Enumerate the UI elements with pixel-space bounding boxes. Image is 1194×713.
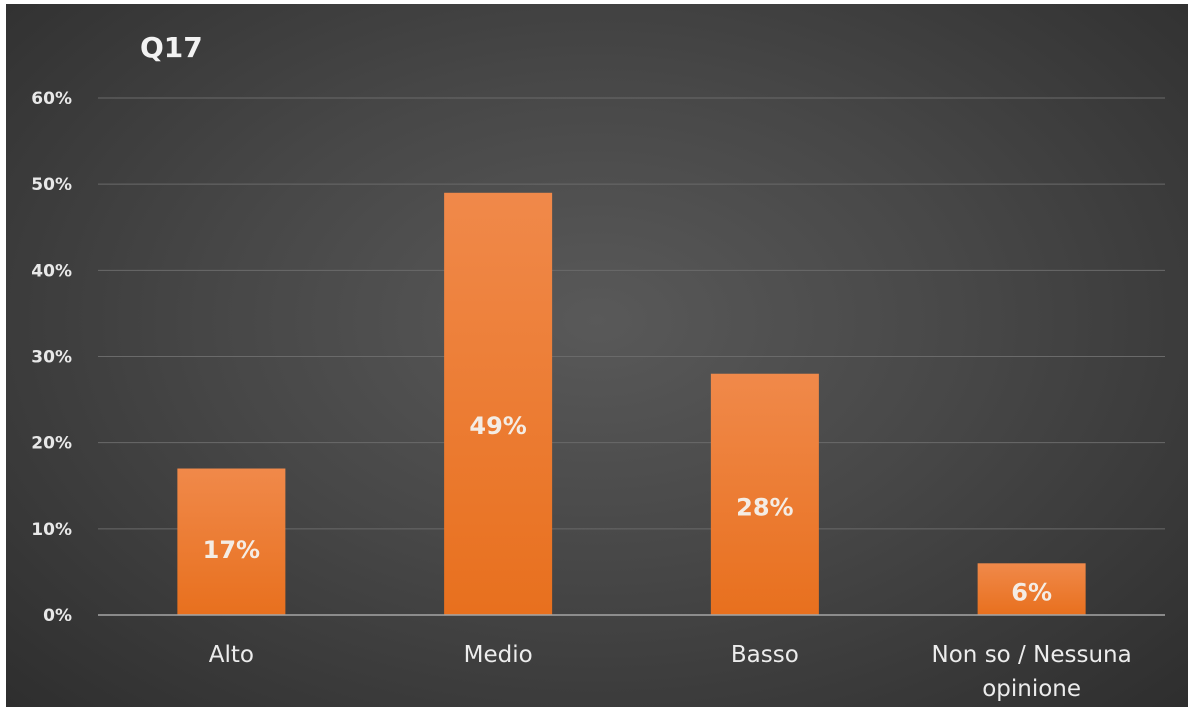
y-tick-label: 20% [31, 434, 72, 454]
y-tick-label: 0% [43, 606, 72, 626]
data-label: 17% [203, 536, 260, 564]
y-tick-label: 30% [31, 348, 72, 368]
bar [177, 468, 286, 615]
x-axis-labels: Alto Medio Basso Non so / Nessuna opinione [209, 642, 1132, 702]
x-category-label: Basso [731, 642, 799, 668]
x-category-label: Alto [209, 642, 254, 668]
y-axis-ticks: 0% 10% 20% 30% 40% 50% 60% [31, 89, 72, 626]
bar [710, 373, 819, 615]
data-label: 6% [1011, 579, 1052, 607]
y-tick-label: 60% [31, 89, 72, 109]
y-tick-label: 50% [31, 175, 72, 195]
data-label: 49% [469, 412, 526, 440]
gridlines [98, 97, 1165, 530]
bars: 17% 49% 28% 6% [177, 192, 1086, 616]
bar [444, 192, 553, 616]
y-tick-label: 10% [31, 520, 72, 540]
x-category-label: Medio [464, 642, 533, 668]
y-tick-label: 40% [31, 261, 72, 281]
chart-title: Q17 [140, 31, 203, 64]
x-category-label: opinione [982, 676, 1081, 702]
bar [977, 563, 1086, 615]
x-category-label: Non so / Nessuna [932, 642, 1132, 668]
data-label: 28% [736, 493, 793, 521]
